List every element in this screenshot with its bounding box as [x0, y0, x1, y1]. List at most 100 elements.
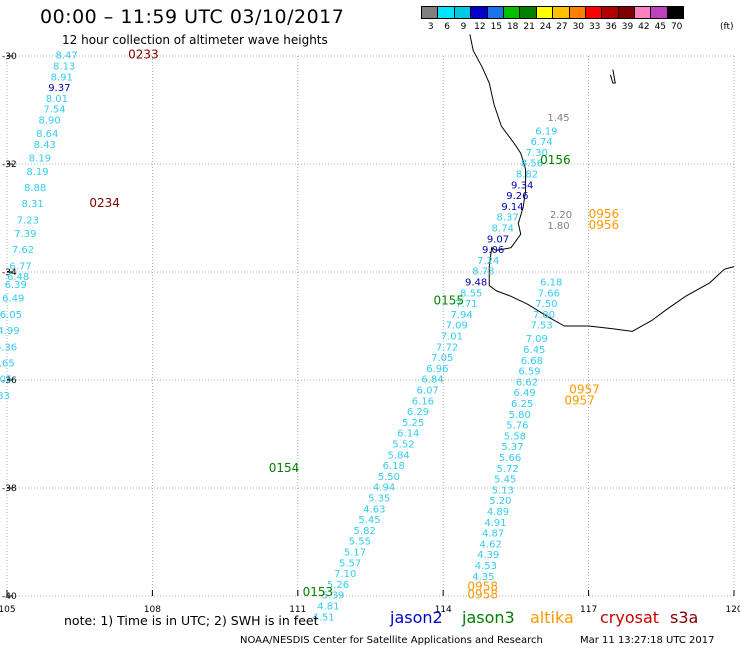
- wave-height-value: 8.90: [39, 116, 61, 127]
- wave-height-value: 6.07: [417, 386, 439, 397]
- wave-height-value: 4.39: [477, 550, 499, 561]
- wave-height-value: 6.18: [383, 461, 405, 472]
- colorbar-label: 33: [588, 22, 601, 32]
- wave-height-value: 7.09: [446, 321, 468, 332]
- wave-height-value: 8.31: [22, 199, 44, 210]
- wave-height-value: 5.50: [378, 472, 400, 483]
- wave-height-value: 5.37: [501, 442, 523, 453]
- wave-height-value: 7.66: [538, 288, 560, 299]
- wave-height-value: 6.96: [426, 364, 448, 375]
- wave-height-value: 5.58: [504, 431, 526, 442]
- wave-height-value: 9.48: [465, 278, 487, 289]
- wave-height-value: 8.19: [26, 167, 48, 178]
- colorbar-swatch: [666, 6, 685, 19]
- wave-height-value: 7.09: [526, 334, 548, 345]
- map-subtitle: 12 hour collection of altimeter wave hei…: [62, 33, 328, 47]
- pass-time-label: 0958: [467, 588, 498, 602]
- wave-height-value: 5.20: [489, 496, 511, 507]
- wave-height-value: 7.39: [14, 229, 36, 240]
- colorbar-label: 39: [621, 22, 634, 32]
- pass-time-label: 0156: [540, 153, 571, 167]
- wave-height-value: 8.82: [516, 170, 538, 181]
- wave-height-value: 4.94: [373, 483, 395, 494]
- wave-height-value: 5.26: [327, 580, 349, 591]
- wave-height-value: 6.14: [397, 429, 419, 440]
- credit-line: NOAA/NESDIS Center for Satellite Applica…: [240, 635, 543, 646]
- wave-height-value: 7.54: [43, 105, 65, 116]
- coastline: [469, 34, 735, 332]
- wave-height-value: 7.80: [533, 310, 555, 321]
- wave-height-value: 8.37: [497, 213, 519, 224]
- wave-height-value: 4.05: [0, 375, 12, 386]
- wave-height-value: 4.81: [317, 602, 339, 613]
- colorbar-label: 30: [572, 22, 585, 32]
- wave-height-value: 8.91: [51, 72, 73, 83]
- wave-height-value: 4.35: [472, 572, 494, 583]
- wave-height-value: 6.49: [513, 388, 535, 399]
- pass-time-label: 0153: [303, 585, 334, 599]
- generation-timestamp: Mar 11 13:27:18 UTC 2017: [580, 635, 715, 646]
- lat-tick-label: -38: [2, 484, 17, 494]
- colorbar-labels: 3 6 9 12 15 18 21 24 27 30 33 36 39 42 45 70: [422, 22, 740, 36]
- wave-height-value: 5.39: [322, 591, 344, 602]
- satellite-legend-item: s3a: [670, 608, 699, 627]
- wave-height-value: 6.18: [540, 278, 562, 289]
- colorbar-label: 18: [506, 22, 519, 32]
- colorbar-label: 6: [444, 22, 450, 32]
- wave-height-value: 4.99: [0, 326, 20, 337]
- colorbar-unit: (ft): [720, 22, 734, 32]
- satellite-legend-item: jason3: [462, 608, 515, 627]
- wave-height-value: 8.19: [29, 153, 51, 164]
- wave-height-value: 7.62: [12, 245, 34, 256]
- wave-height-value: 5.35: [368, 494, 390, 505]
- wave-height-value: 6.48: [7, 272, 29, 283]
- colorbar-label: 36: [605, 22, 617, 32]
- pass-time-label: 0155: [434, 293, 465, 307]
- wave-height-value: 7.30: [526, 148, 548, 159]
- wave-height-value: 6.68: [521, 356, 543, 367]
- wave-height-value: 6.49: [2, 294, 24, 305]
- wave-height-value: 6.05: [0, 310, 22, 321]
- wave-height-value: 6.36: [0, 342, 17, 353]
- colorbar-label: 12: [474, 22, 486, 32]
- wave-height-value: 6.19: [535, 126, 557, 137]
- wave-height-value: 1.45: [547, 113, 569, 124]
- lon-tick-label: 114: [435, 605, 452, 615]
- wave-height-value: 9.37: [48, 83, 70, 94]
- wave-height-value: 5.17: [344, 548, 366, 559]
- wave-height-value: 6.25: [511, 399, 533, 410]
- wave-height-value: 6.29: [407, 407, 429, 418]
- colorbar-label: 42: [638, 22, 650, 32]
- wave-height-value: 5.84: [387, 450, 409, 461]
- wave-height-value: 8.47: [55, 51, 77, 62]
- wave-height-value: 8.13: [53, 62, 75, 73]
- wave-height-value: 7.53: [530, 321, 552, 332]
- wave-height-value: 9.26: [506, 191, 528, 202]
- wave-height-value: 5.52: [392, 440, 414, 451]
- wave-height-value: 4.51: [312, 612, 334, 623]
- wave-height-value: 7.50: [535, 299, 557, 310]
- pass-time-label: 0154: [269, 461, 300, 475]
- wave-height-value: 5.76: [506, 421, 528, 432]
- wave-height-value: 5.66: [499, 453, 521, 464]
- lon-tick-label: 111: [289, 605, 306, 615]
- pass-time-label: 0957: [564, 393, 595, 407]
- wave-height-value: 4.65: [0, 359, 15, 370]
- pass-time-label: 0956: [589, 218, 620, 232]
- pass-time-label: 0957: [569, 383, 600, 397]
- lon-tick-label: 120: [725, 605, 740, 615]
- wave-height-value: 9.14: [501, 202, 523, 213]
- wave-height-value: 5.82: [354, 526, 376, 537]
- wave-height-value: 7.05: [431, 353, 453, 364]
- wave-height-value: 4.62: [480, 539, 502, 550]
- wave-height-value: 8.01: [46, 94, 68, 105]
- lat-tick-label: -36: [2, 376, 17, 386]
- lat-tick-label: -30: [2, 52, 17, 62]
- satellite-legend-item: cryosat: [600, 608, 660, 627]
- wave-height-value: 5.80: [509, 410, 531, 421]
- wave-height-value: 5.45: [358, 515, 380, 526]
- colorbar-label: 70: [670, 22, 683, 32]
- wave-height-value: 8.43: [34, 140, 56, 151]
- pass-time-label: 0234: [89, 196, 120, 210]
- colorbar-label: 9: [460, 22, 467, 32]
